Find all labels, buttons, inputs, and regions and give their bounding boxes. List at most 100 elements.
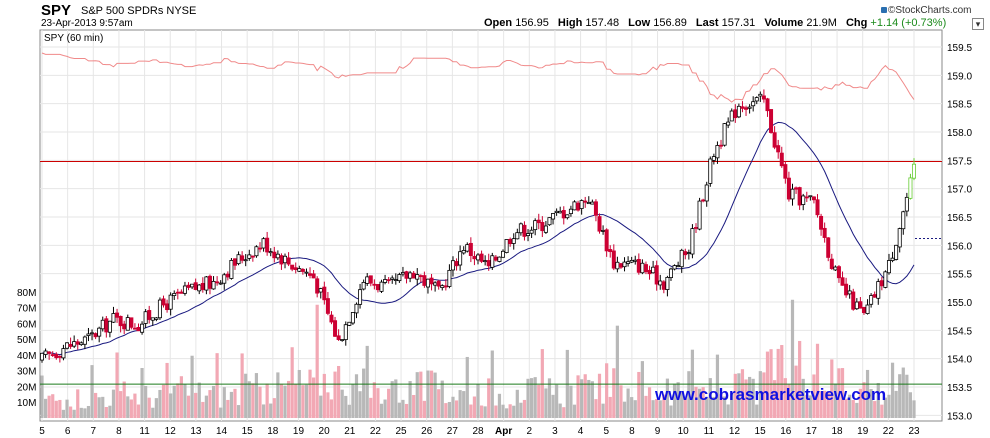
volume-bar xyxy=(662,394,666,418)
volume-bar xyxy=(680,392,684,418)
volume-bar xyxy=(615,325,619,418)
volume-bar xyxy=(372,382,376,418)
volume-bar xyxy=(122,381,126,418)
volume-bar xyxy=(572,404,577,418)
date-tick-label: 9 xyxy=(655,426,661,437)
volume-bar xyxy=(630,397,634,418)
volume-bar xyxy=(515,389,519,418)
volume-bar xyxy=(111,389,116,418)
volume-bar xyxy=(794,365,798,418)
volume-bar xyxy=(108,405,112,418)
candle-body xyxy=(179,291,184,294)
quote-summary: Open 156.95 High 157.48 Low 156.89 Last … xyxy=(484,17,946,29)
ticker-symbol: SPY xyxy=(41,2,72,19)
candle-body xyxy=(736,105,741,118)
candle-body xyxy=(629,260,634,263)
date-tick-label: 18 xyxy=(831,426,843,437)
volume-tick-label: 30M xyxy=(17,367,36,378)
upper-envelope-line xyxy=(41,52,915,103)
volume-bar xyxy=(512,405,516,418)
volume-bar xyxy=(858,388,862,418)
volume-bar xyxy=(340,389,344,418)
site-watermark[interactable]: www.cobrasmarketview.com xyxy=(655,385,887,404)
volume-bar xyxy=(726,404,730,418)
date-tick-label: 19 xyxy=(293,426,305,437)
volume-bar xyxy=(176,383,180,418)
volume-bar xyxy=(762,372,766,418)
low-label: Low xyxy=(628,17,651,29)
candle-body xyxy=(615,261,620,270)
volume-bar xyxy=(172,385,176,418)
candle-body xyxy=(311,273,316,279)
candle-body xyxy=(68,343,73,347)
volume-bar xyxy=(347,404,351,418)
volume-bar xyxy=(605,363,609,418)
volume-bar xyxy=(883,397,888,418)
date-tick-label: 2 xyxy=(527,426,533,437)
candle-body xyxy=(261,238,266,249)
volume-bar xyxy=(444,403,448,418)
candle-body xyxy=(765,98,770,112)
candle-body xyxy=(661,281,666,290)
candle-body xyxy=(490,255,495,268)
candle-body xyxy=(265,237,270,253)
collapse-toggle-icon[interactable]: ▾ xyxy=(972,18,984,30)
volume-bar xyxy=(426,370,430,418)
volume-bar xyxy=(236,405,241,418)
volume-bar xyxy=(876,382,880,418)
candle-body xyxy=(608,249,613,253)
volume-bar xyxy=(437,389,441,418)
volume-bar xyxy=(812,374,816,418)
volume-bar xyxy=(669,405,673,418)
candle-body xyxy=(536,219,541,224)
brand-credit[interactable]: ©StockCharts.com xyxy=(888,5,972,16)
volume-bar xyxy=(672,383,677,418)
candle-body xyxy=(897,228,902,248)
volume-bar xyxy=(397,402,401,418)
volume-label: Volume xyxy=(764,17,804,29)
security-description: S&P 500 SPDRs xyxy=(81,5,164,17)
price-tick-label: 155.5 xyxy=(947,270,972,281)
candle-body xyxy=(365,276,370,284)
date-tick-label: 15 xyxy=(755,426,767,437)
candle-body xyxy=(861,307,866,314)
volume-bar xyxy=(365,345,369,418)
candle-body xyxy=(876,281,881,299)
volume-bar xyxy=(286,380,291,418)
date-tick-label: 22 xyxy=(370,426,382,437)
candle-body xyxy=(347,321,352,326)
candle-body xyxy=(186,284,191,288)
volume-bar xyxy=(226,399,230,418)
volume-bar xyxy=(419,371,423,418)
volume-bar xyxy=(590,381,594,418)
candle-body xyxy=(429,277,434,285)
candle-body xyxy=(819,215,824,230)
volume-bar xyxy=(497,393,502,418)
volume-bar xyxy=(240,353,244,418)
candle-body xyxy=(797,187,802,206)
volume-bar xyxy=(522,399,527,418)
date-tick-label: 12 xyxy=(729,426,741,437)
candle-body xyxy=(140,323,145,333)
date-tick-label: 13 xyxy=(190,426,202,437)
volume-bar xyxy=(283,385,287,418)
volume-bar xyxy=(526,378,530,418)
candle-body xyxy=(250,255,255,258)
volume-bar xyxy=(658,400,662,418)
volume-bar xyxy=(72,409,76,418)
candle-body xyxy=(912,163,917,179)
volume-bar xyxy=(401,399,405,418)
candle-body xyxy=(65,342,70,349)
volume-bar xyxy=(79,407,83,418)
volume-bar xyxy=(823,390,827,418)
candle-body xyxy=(447,269,452,287)
volume-bar xyxy=(258,386,262,418)
volume-bar xyxy=(126,396,130,418)
volume-bar xyxy=(748,376,752,418)
date-tick-label: 15 xyxy=(242,426,254,437)
date-tick-label: 28 xyxy=(472,426,484,437)
volume-bar xyxy=(705,397,709,418)
volume-bar xyxy=(819,391,823,418)
candle-body xyxy=(826,237,831,258)
candle-body xyxy=(425,278,430,288)
